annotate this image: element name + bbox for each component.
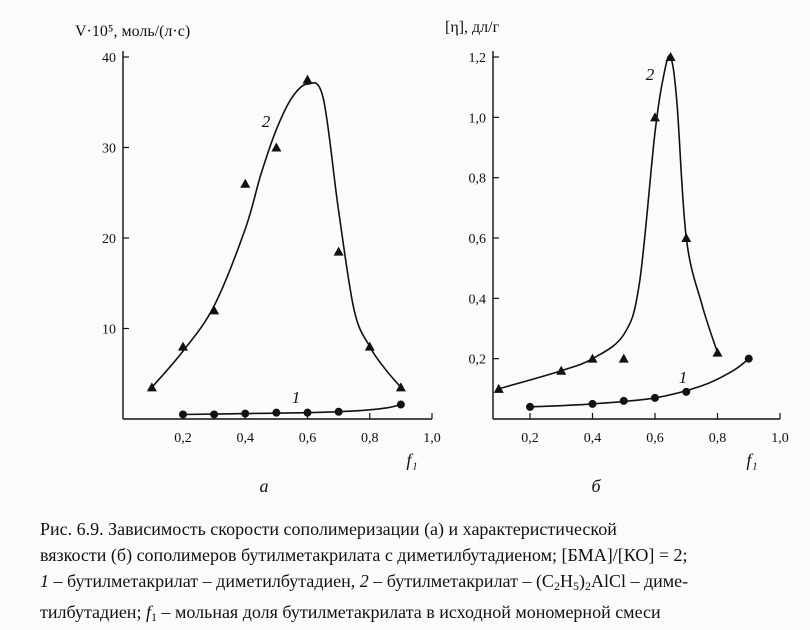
x-tick-label: 0,6	[299, 431, 317, 446]
x-tick-label: 0,6	[646, 431, 664, 446]
caption-subscript: 5	[572, 579, 579, 593]
caption-subscript: 2	[584, 579, 591, 593]
panel-label: а	[260, 476, 269, 496]
series-1-point	[303, 408, 312, 417]
series-2-point	[618, 353, 629, 363]
series-1-point	[526, 402, 534, 411]
series-1-point	[744, 354, 753, 363]
chart-panel-2: 0,2 0,4 0,6 0,8 1,0 0,2 0,4 0,6 0,8 1,0 1,2 [η], дл…	[445, 19, 789, 496]
series-1-point	[588, 399, 597, 408]
caption-subscript: 2	[553, 579, 560, 593]
series-1-point	[682, 387, 691, 396]
y-tick-label: 30	[102, 142, 116, 157]
series-1-point	[241, 409, 250, 418]
series-1-point	[334, 407, 343, 416]
x-tick-label: 1,0	[423, 431, 441, 446]
caption-text: тилбутадиен;	[40, 602, 146, 622]
caption-text: H	[559, 571, 573, 591]
y-tick-label: 10	[102, 323, 116, 338]
series-2-point	[587, 353, 598, 363]
caption-series-1-number: 1	[40, 571, 49, 591]
caption-series-2-number: 2	[359, 571, 369, 591]
x-tick-label: 0,8	[709, 431, 727, 446]
figure-charts: 0,2 0,4 0,6 0,8 1,0 10 20 30 40 V·10⁵, моль/(л·с)…	[75, 19, 789, 496]
caption-f1-symbol: f	[145, 602, 151, 622]
series-2-point	[333, 246, 344, 256]
x-tick-label: 0,4	[237, 431, 255, 446]
series-1-point	[651, 393, 659, 402]
series-2-point	[146, 382, 157, 392]
caption-text: – мольная доля бутилметакрилата в исходн…	[156, 602, 661, 622]
figure-caption: Рис. 6.9. Зависимость скорости сополимер…	[40, 516, 785, 630]
y-axis-label: [η], дл/г	[445, 19, 500, 36]
series-2-label: 2	[262, 112, 271, 131]
series-2-label: 2	[646, 65, 655, 84]
series-2-point	[395, 382, 406, 392]
series-1-curve	[529, 358, 750, 408]
y-tick-label: 40	[102, 51, 116, 66]
caption-line-1: Рис. 6.9. Зависимость скорости сополимер…	[40, 519, 617, 539]
series-2-point	[209, 305, 220, 315]
series-1-label: 1	[679, 368, 688, 387]
series-2-point	[271, 142, 282, 152]
series-2-point	[681, 233, 692, 242]
caption-line-3: 1 – бутилметакрилат – диметилбутадиен, 2…	[40, 568, 785, 599]
caption-text: – бутилметакрилат – диметилбутадиен,	[49, 571, 360, 591]
y-tick-label: 1,2	[469, 51, 487, 66]
x-axis-label: f₁	[746, 450, 757, 470]
series-1-point	[272, 408, 281, 417]
x-tick-label: 1,0	[771, 431, 789, 446]
x-axis-label: f₁	[406, 450, 417, 470]
y-tick-label: 1,0	[469, 111, 487, 126]
series-1-point	[619, 396, 628, 405]
series-1-point	[396, 400, 405, 409]
y-tick-label: 0,8	[469, 172, 487, 187]
chart-panel-1: 0,2 0,4 0,6 0,8 1,0 10 20 30 40 V·10⁵, моль/(л·с)…	[75, 23, 441, 496]
y-axis-label: V·10⁵, моль/(л·с)	[75, 23, 190, 40]
series-2-point	[712, 347, 723, 357]
caption-text: )	[578, 571, 585, 591]
caption-line-4: тилбутадиен; f1 – мольная доля бутилмета…	[40, 599, 785, 630]
series-1-point	[179, 410, 187, 419]
series-1-curve	[182, 403, 402, 416]
y-tick-label: 20	[102, 232, 116, 247]
series-2-point	[650, 112, 660, 122]
caption-line-2: вязкости (б) сополимеров бутилметакрилат…	[40, 545, 688, 565]
caption-text: AlCl – диме-	[590, 571, 689, 591]
series-2-point	[556, 365, 567, 375]
series-2-curve	[498, 54, 719, 390]
series-2-point	[178, 341, 188, 351]
series-2-point	[302, 74, 313, 84]
x-tick-label: 0,4	[584, 431, 602, 446]
series-2-point	[665, 52, 676, 61]
caption-text: – бутилметакрилат – (C	[368, 571, 554, 591]
y-tick-label: 0,2	[469, 353, 487, 368]
series-2-curve	[151, 82, 402, 388]
series-2-point	[493, 383, 504, 393]
y-tick-label: 0,4	[469, 292, 487, 307]
caption-subscript: 1	[150, 610, 157, 624]
y-tick-label: 0,6	[469, 232, 487, 247]
series-2-point	[240, 178, 251, 188]
x-tick-label: 0,8	[361, 431, 379, 446]
series-2-point	[364, 341, 375, 351]
series-1-point	[210, 410, 219, 419]
panel-label: б	[591, 476, 601, 496]
x-tick-label: 0,2	[521, 431, 539, 446]
x-tick-label: 0,2	[174, 431, 192, 446]
series-1-label: 1	[292, 388, 301, 407]
